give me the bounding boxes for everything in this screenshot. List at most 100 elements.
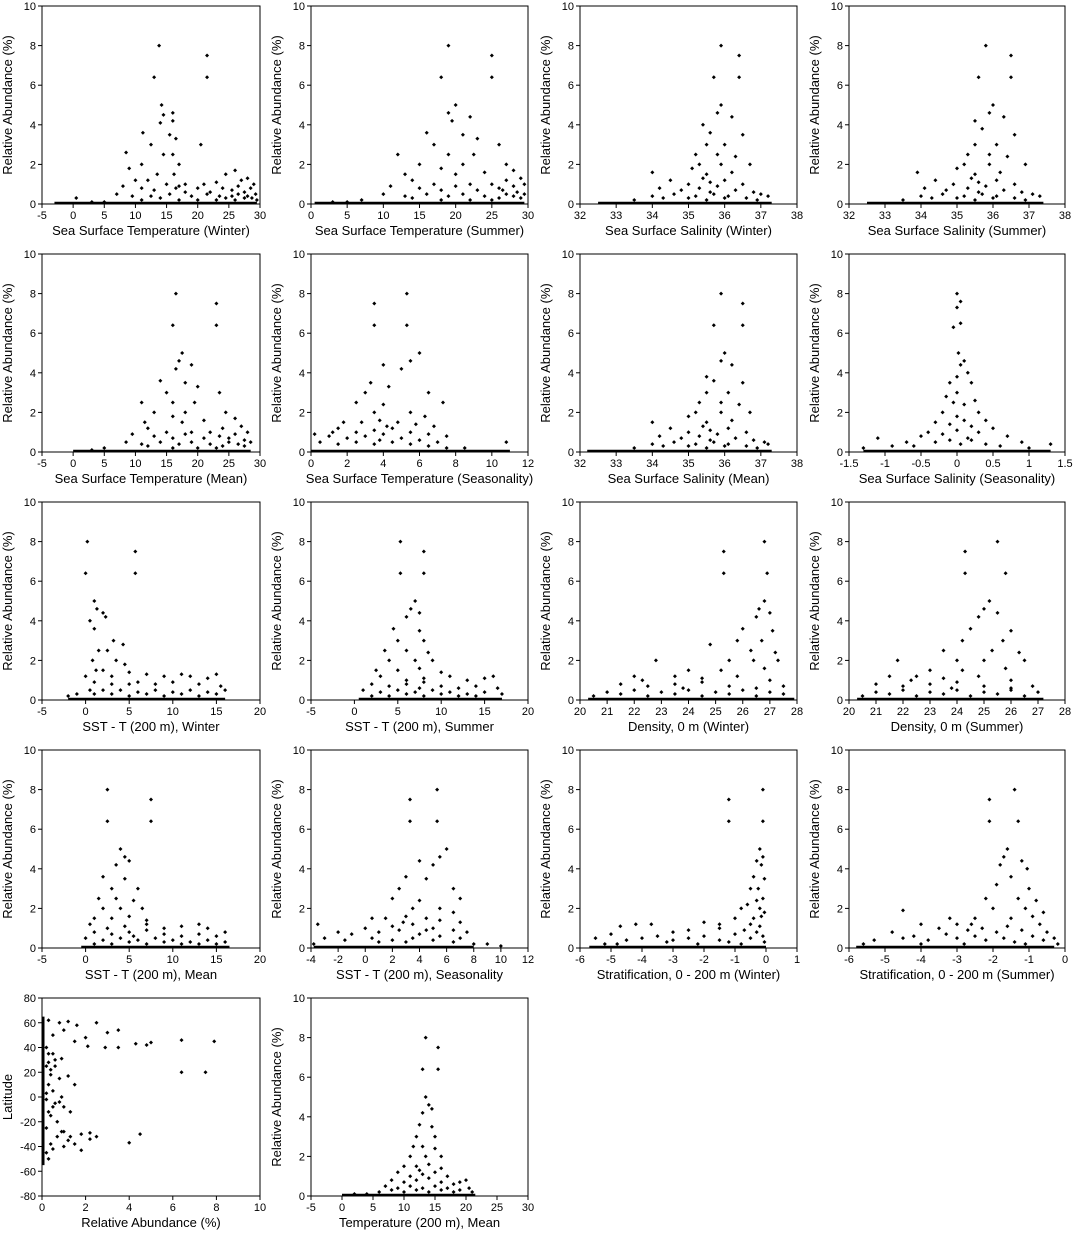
data-point <box>233 168 238 173</box>
data-point <box>751 916 756 921</box>
x-tick-label: 12 <box>522 458 534 470</box>
data-point <box>767 610 772 615</box>
y-tick-label: 10 <box>831 745 843 757</box>
y-tick-label: 8 <box>837 289 843 301</box>
data-point <box>733 188 738 193</box>
data-point <box>377 438 382 443</box>
data-point <box>180 351 185 355</box>
data-point <box>522 192 527 197</box>
x-tick-label: 36 <box>719 458 731 470</box>
data-point <box>439 75 444 80</box>
data-point <box>995 692 1000 697</box>
data-point <box>1030 192 1035 197</box>
data-point <box>105 648 110 653</box>
data-point <box>87 1137 92 1142</box>
x-axis-label: Temperature (200 m), Mean <box>339 1215 500 1230</box>
x-tick-label: -5 <box>880 954 890 966</box>
data-point <box>431 142 436 147</box>
data-point <box>759 862 764 867</box>
data-point <box>727 684 732 689</box>
data-point <box>471 152 476 157</box>
data-point <box>420 1110 425 1115</box>
data-point <box>118 906 123 911</box>
data-point <box>413 658 418 663</box>
data-point <box>458 936 463 941</box>
data-point <box>196 942 201 947</box>
y-tick-label: 0 <box>568 447 574 459</box>
data-point <box>212 1039 217 1044</box>
data-point <box>464 930 469 935</box>
y-tick-label: 0 <box>30 1092 36 1104</box>
y-tick-label: 8 <box>299 785 305 797</box>
data-point <box>495 686 500 691</box>
y-tick-label: 2 <box>568 159 574 171</box>
data-point <box>987 152 992 157</box>
y-axis-label: Relative Abundance (%) <box>807 779 822 918</box>
data-point <box>969 176 974 181</box>
data-point <box>50 1033 55 1038</box>
data-point <box>85 1044 90 1049</box>
data-point <box>1012 132 1017 137</box>
data-point <box>650 420 655 425</box>
data-point <box>715 184 720 189</box>
data-point <box>429 1106 434 1111</box>
data-point <box>411 1144 416 1149</box>
data-point <box>727 658 732 663</box>
data-point <box>433 1134 437 1139</box>
data-point <box>345 200 350 205</box>
data-point <box>423 1154 428 1159</box>
data-point <box>998 862 1003 867</box>
data-point <box>729 418 734 423</box>
data-point <box>68 1109 73 1114</box>
data-point <box>963 571 968 576</box>
data-point <box>153 682 158 687</box>
data-point <box>390 924 395 929</box>
data-point <box>737 53 742 58</box>
data-point <box>717 938 722 943</box>
x-tick-label: -5 <box>606 954 616 966</box>
data-point <box>447 690 452 695</box>
data-point <box>398 571 403 576</box>
data-point <box>962 194 967 199</box>
x-axis-label: SST - T (200 m), Seasonality <box>336 967 503 982</box>
data-point <box>72 1142 77 1147</box>
y-tick-label: 2 <box>299 407 305 419</box>
data-point <box>388 184 393 189</box>
data-point <box>55 1134 60 1139</box>
x-tick-label: 4 <box>380 458 386 470</box>
data-point <box>341 420 346 425</box>
data-point <box>408 442 413 447</box>
data-point <box>754 898 759 903</box>
data-point <box>170 938 175 943</box>
x-tick-label: 15 <box>160 210 172 222</box>
y-axis-label: Relative Abundance (%) <box>807 531 822 670</box>
y-tick-label: 8 <box>30 785 36 797</box>
data-point <box>456 686 461 691</box>
data-point <box>751 190 756 195</box>
data-point <box>928 668 932 673</box>
data-point <box>203 1070 208 1075</box>
plot-frame <box>310 5 529 205</box>
x-tick-label: 21 <box>870 706 882 718</box>
x-tick-label: -1 <box>730 954 740 966</box>
y-tick-label: 4 <box>299 368 305 380</box>
data-point <box>223 196 228 201</box>
data-point <box>944 394 949 399</box>
data-point <box>700 694 705 699</box>
data-point <box>426 1102 431 1107</box>
data-point <box>376 930 381 935</box>
data-point <box>955 428 959 433</box>
data-point <box>87 618 92 623</box>
data-point <box>717 926 722 931</box>
data-point <box>618 692 623 697</box>
data-point <box>757 606 762 611</box>
y-tick-label: 0 <box>299 943 305 955</box>
x-tick-label: 0 <box>362 954 368 966</box>
data-point <box>1001 188 1006 193</box>
x-tick-label: 35 <box>951 210 963 222</box>
x-tick-label: 38 <box>1059 210 1071 222</box>
data-point <box>955 658 959 663</box>
data-point <box>733 154 738 159</box>
